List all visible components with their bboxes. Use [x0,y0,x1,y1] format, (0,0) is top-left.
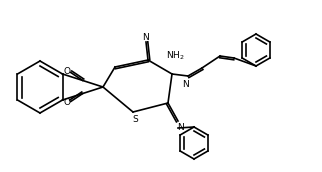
Text: N: N [178,122,185,132]
Text: O: O [63,67,70,76]
Text: S: S [132,115,138,123]
Text: NH$_2$: NH$_2$ [166,50,185,62]
Text: O: O [63,98,70,107]
Text: N: N [143,33,149,41]
Text: N: N [183,79,189,89]
